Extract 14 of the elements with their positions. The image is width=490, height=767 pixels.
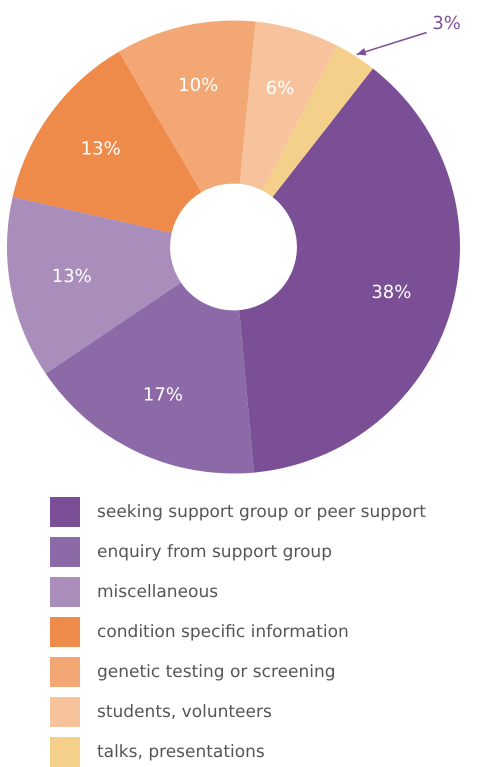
legend-label: seeking support group or peer support (97, 502, 426, 522)
data-label: 13% (80, 138, 121, 160)
legend-label: students, volunteers (97, 702, 272, 722)
legend-label: miscellaneous (97, 582, 218, 602)
legend-label: enquiry from support group (97, 542, 332, 562)
data-label: 38% (371, 282, 412, 304)
data-label: 6% (266, 78, 294, 99)
legend-label: condition specific information (97, 622, 349, 642)
legend-label: talks, presentations (97, 742, 265, 762)
data-label: 13% (52, 266, 92, 287)
data-label: 10% (178, 74, 218, 96)
data-label: 3% (432, 13, 461, 34)
legend-label: genetic testing or screening (97, 662, 336, 682)
data-label: 17% (142, 384, 183, 406)
